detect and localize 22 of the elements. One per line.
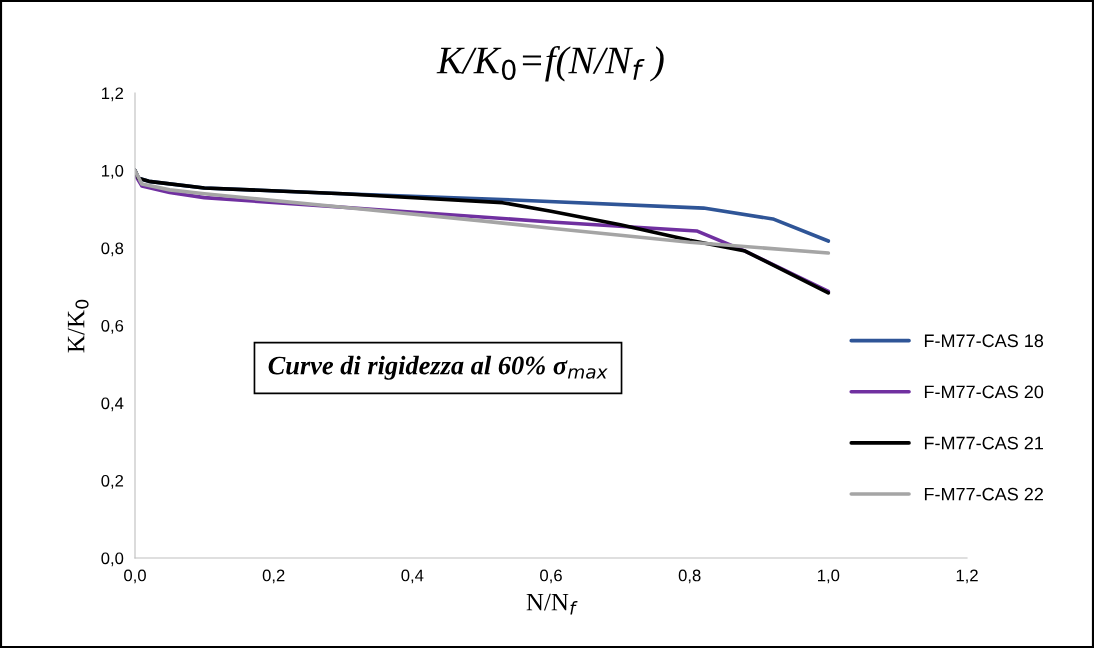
x-axis-title: N/N$_{f}$	[526, 593, 578, 615]
y-tick-label: 0,4	[101, 397, 124, 412]
y-tick-label: 1,2	[101, 87, 124, 102]
y-tick-label: 0,8	[101, 242, 124, 257]
x-tick-label: 1,2	[956, 569, 978, 584]
x-tick-label: 0,8	[678, 569, 701, 584]
x-tick-label: 0,0	[124, 569, 146, 584]
legend-label: F-M77-CAS 21	[924, 436, 1043, 450]
x-tick-label: 0,6	[540, 569, 562, 584]
legend-label: F-M77-CAS 22	[924, 487, 1043, 501]
x-tick-label: 0,2	[262, 569, 285, 584]
x-tick-label: 0,4	[401, 569, 424, 584]
annotation: Curve di rigidezza al 60% σ$_{max}$	[268, 355, 608, 380]
chart-title: K/K$_{0}$=f(N/N$_{f}$)	[436, 45, 664, 82]
x-tick-label: 1,0	[818, 569, 840, 584]
legend-label: F-M77-CAS 20	[924, 385, 1044, 399]
y-tick-label: 1,0	[101, 164, 124, 179]
y-axis-title: K/K$_{0}$	[67, 299, 89, 353]
legend-label: F-M77-CAS 18	[924, 334, 1044, 348]
y-tick-label: 0,2	[101, 474, 124, 489]
y-tick-label: 0,0	[101, 552, 124, 567]
y-tick-label: 0,6	[101, 319, 124, 334]
